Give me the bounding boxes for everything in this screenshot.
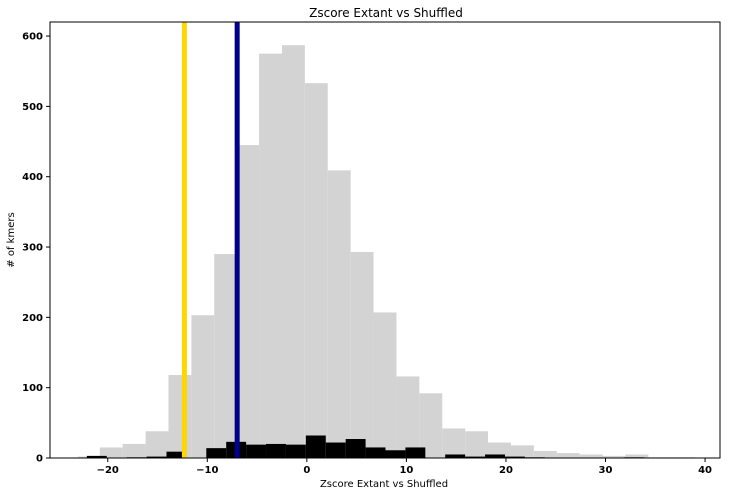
histogram-bar-series-1 [281,45,305,459]
histogram-bar-series-2 [266,443,286,458]
y-axis-label: # of kmers [6,212,17,267]
x-tick-label: −20 [97,465,119,476]
histogram-bar-series-1 [419,393,443,458]
histogram-bar-series-1 [122,443,146,458]
x-tick-label: −10 [196,465,218,476]
histogram-bar-series-2 [405,447,426,458]
histogram-bar-series-2 [445,454,466,458]
histogram-bar-series-1 [625,454,649,458]
x-tick-label: 40 [698,465,712,476]
histogram-bar-series-1 [168,375,192,458]
y-tick-label: 600 [22,32,43,43]
histogram-bar-series-2 [166,451,187,458]
y-tick-label: 100 [22,383,43,394]
histogram-bar-series-2 [146,456,167,458]
histogram-bar-series-2 [485,454,505,458]
histogram-bar-series-1 [510,445,534,458]
histogram-bar-series-1 [533,450,557,458]
chart-title: Zscore Extant vs Shuffled [309,6,463,20]
histogram-bar-series-1 [465,431,489,458]
histogram-bar-series-2 [246,444,267,458]
x-tick-label: 0 [303,465,310,476]
histogram-bar-series-1 [99,447,123,458]
histogram-bar-series-2 [86,455,107,458]
histogram-bar-series-1 [602,455,626,458]
x-tick-label: 10 [399,465,413,476]
y-tick-label: 0 [36,454,43,465]
histogram-bar-series-1 [556,453,580,458]
histogram-bar-series-1 [304,83,328,459]
x-tick-label: 30 [599,465,613,476]
histogram-bar-series-2 [305,435,326,458]
histogram-bar-series-2 [285,444,306,458]
histogram-bar-series-2 [365,447,386,458]
histogram-bar-series-1 [488,442,511,458]
histogram-bar-series-1 [373,312,397,458]
histogram-bar-series-1 [214,254,238,458]
y-tick-label: 200 [22,313,43,324]
y-tick-label: 300 [22,243,43,254]
y-tick-label: 500 [22,102,43,113]
histogram-bar-series-2 [465,456,486,458]
histogram-bar-series-2 [325,442,346,458]
histogram-bar-series-1 [237,145,260,458]
y-tick-label: 400 [22,172,43,183]
x-tick-label: 20 [499,465,513,476]
histogram-bar-series-1 [579,454,603,458]
plot-frame [49,21,721,459]
histogram-bar-series-2 [345,439,366,458]
histogram-bar-series-1 [442,428,466,458]
histogram-bar-series-1 [350,251,374,458]
histogram-bar-series-1 [191,315,215,458]
histogram-bar-series-1 [327,170,351,458]
histogram-bar-series-1 [145,431,169,458]
histogram-bar-series-2 [504,456,525,458]
x-axis-label: Zscore Extant vs Shuffled [320,479,448,490]
histogram-bar-series-2 [206,448,227,458]
histogram-bar-series-2 [385,450,406,458]
histogram-bar-series-1 [396,376,420,458]
histogram-bar-series-1 [259,53,282,459]
